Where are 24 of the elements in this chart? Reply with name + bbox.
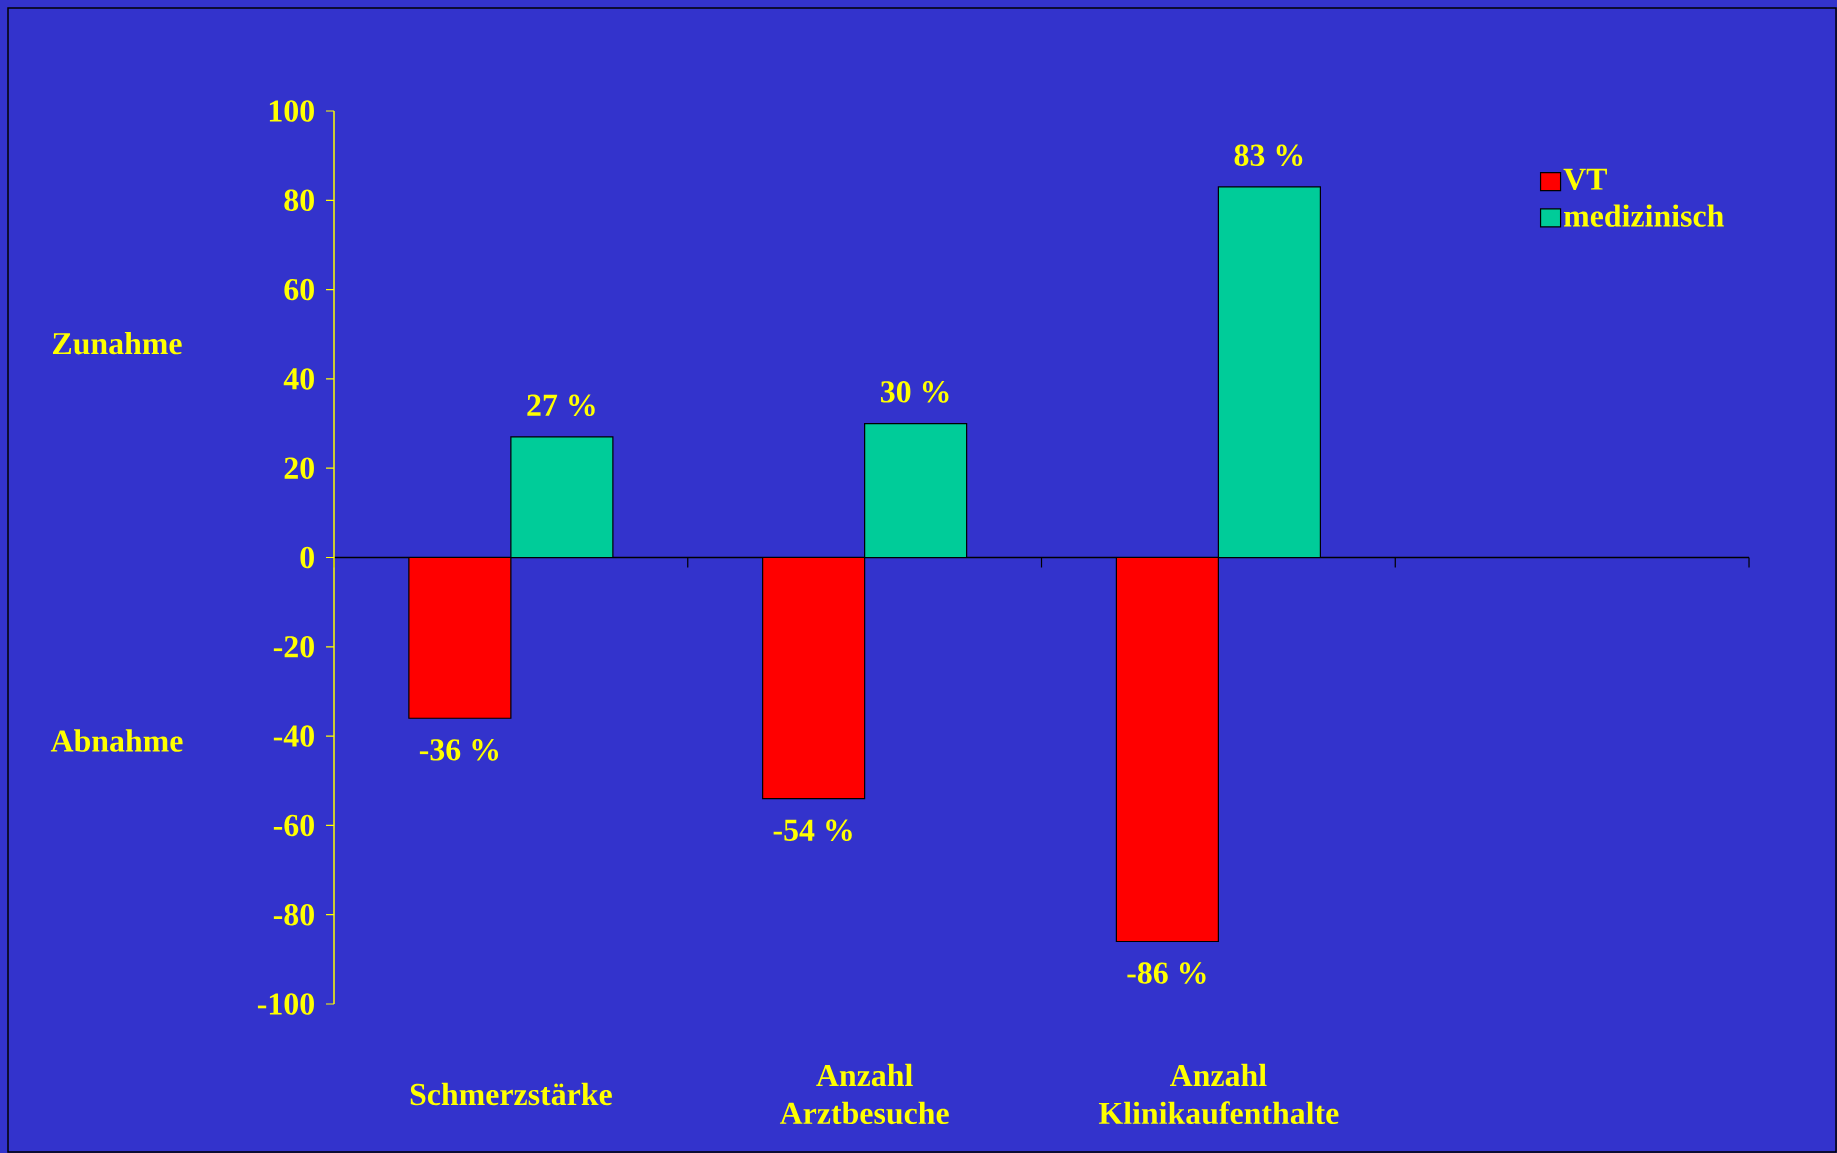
x-tick-label: Anzahl Klinikaufenthalte [1098, 1063, 1339, 1125]
legend-label: VT [1563, 168, 1607, 191]
x-tick-label: Anzahl Arztbesuche [779, 1063, 949, 1125]
text: Abnahme [50, 729, 183, 752]
y-tick-label: 20 [284, 457, 314, 479]
data-label: 30 % [880, 381, 949, 403]
y-tick-label: -60 [273, 814, 314, 837]
y-tick-label: -100 [257, 993, 314, 1015]
data-label: 83 % [1234, 144, 1303, 167]
data-label: -86 % [1127, 962, 1206, 984]
y-tick-label: 80 [284, 189, 314, 212]
data-label: -36 % [419, 739, 499, 761]
data-label: 27 % [527, 394, 595, 417]
x-tick-label: Schmerzstärke [410, 1082, 612, 1106]
legend-label: medizinisch [1564, 204, 1724, 227]
y-tick-label: 40 [283, 368, 314, 390]
text: Zunahme [52, 331, 182, 355]
y-tick-label: -40 [273, 725, 314, 747]
y-tick-label: -80 [273, 903, 314, 926]
y-tick-label: 60 [284, 278, 314, 301]
y-tick-label: 0 [300, 546, 314, 569]
data-label: -54 % [773, 819, 852, 842]
y-tick-label: -20 [273, 636, 314, 658]
y-tick-label: 100 [269, 100, 314, 122]
